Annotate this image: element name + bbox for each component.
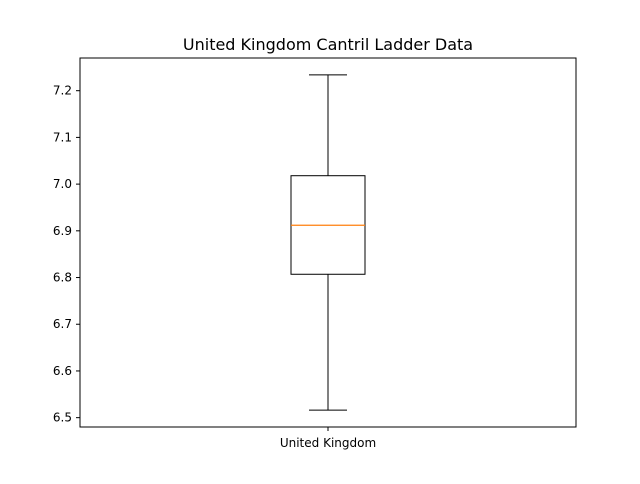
- chart-title: United Kingdom Cantril Ladder Data: [183, 35, 473, 54]
- y-tick-label: 6.5: [53, 411, 72, 425]
- y-tick-label: 7.2: [53, 84, 72, 98]
- y-tick-label: 7.1: [53, 130, 72, 144]
- y-tick-label: 6.7: [53, 317, 72, 331]
- y-tick-label: 6.8: [53, 271, 72, 285]
- plot-area: 6.5 6.6 6.7 6.8 6.9 7.0 7.1 7.2 United Kingdom: [53, 74, 376, 450]
- y-tick-label: 7.0: [53, 177, 72, 191]
- y-tick-label: 6.6: [53, 364, 72, 378]
- axes-frame: [79, 57, 577, 428]
- y-tick-label: 6.9: [53, 224, 72, 238]
- x-tick-label: United Kingdom: [280, 436, 376, 450]
